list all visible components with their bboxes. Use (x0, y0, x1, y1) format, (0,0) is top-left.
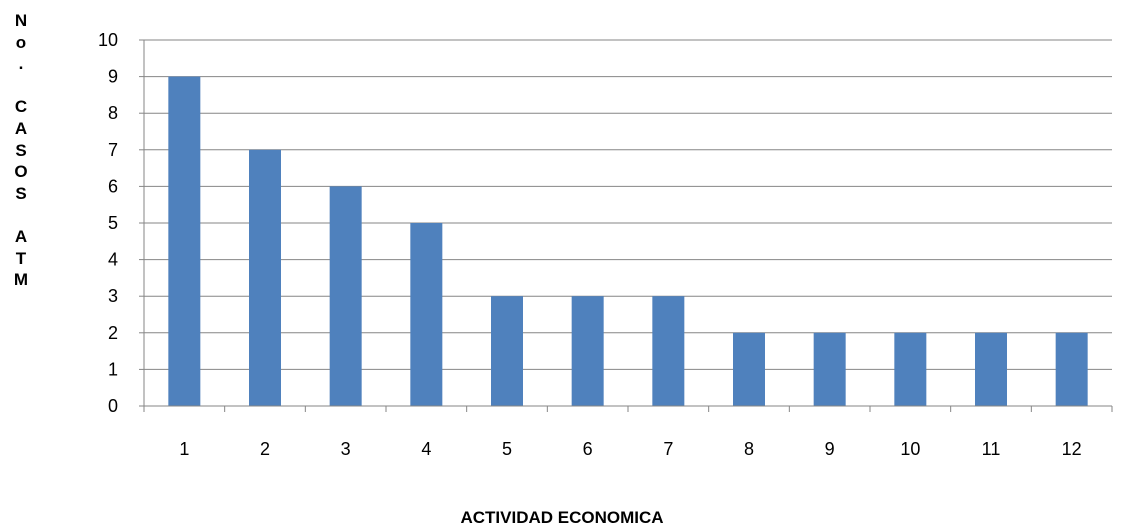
gridlines (144, 39, 1112, 370)
y-tick-labels: 0 1 2 3 4 5 6 7 8 9 10 (98, 30, 118, 416)
x-tick-label-6: 6 (583, 439, 593, 459)
x-tick-label-8: 8 (744, 439, 754, 459)
x-tick-label-5: 5 (502, 439, 512, 459)
y-axis-label-char: M (13, 270, 29, 290)
y-tick-label-8: 8 (108, 103, 118, 123)
x-tick-label-1: 1 (179, 439, 189, 459)
y-axis-label-char: . (18, 54, 24, 74)
bar-11 (975, 332, 1007, 406)
y-tick-label-1: 1 (108, 359, 118, 379)
bar-4 (410, 223, 443, 406)
x-axis-label: ACTIVIDAD ECONOMICA (460, 508, 664, 527)
y-axis-label-char: A (14, 226, 28, 246)
x-tick-label-4: 4 (421, 439, 431, 459)
x-tick-label-7: 7 (663, 439, 673, 459)
bar-6 (571, 296, 604, 406)
y-axis-label-char: S (15, 183, 27, 203)
y-axis-label-char: N (14, 11, 28, 30)
bar-2 (249, 149, 281, 407)
y-tick-label-9: 9 (108, 67, 118, 87)
bar-8 (733, 332, 765, 406)
y-tick-label-3: 3 (108, 286, 118, 306)
y-axis-label-char: A (14, 118, 28, 138)
bar-10 (894, 332, 927, 406)
x-tick-label-9: 9 (825, 439, 835, 459)
x-tick-label-12: 12 (1062, 439, 1082, 459)
y-tick-label-7: 7 (108, 140, 118, 160)
bar-3 (329, 186, 362, 406)
y-axis-label-char (6, 204, 36, 226)
y-axis-label-char (6, 75, 36, 97)
x-tick-labels: 1 2 3 4 5 6 7 8 9 10 11 12 (179, 439, 1081, 459)
y-axis-label-char: C (14, 97, 28, 117)
y-axis-label-char: T (15, 248, 27, 268)
y-tick-label-6: 6 (108, 176, 118, 196)
bar-9 (813, 332, 846, 406)
x-tick-label-11: 11 (982, 439, 1001, 459)
y-axis-label-char: S (15, 140, 27, 160)
bar-12 (1055, 332, 1088, 406)
bars (168, 76, 1088, 407)
y-tick-label-10: 10 (98, 30, 118, 50)
x-tick-label-3: 3 (341, 439, 351, 459)
bar-1 (168, 76, 201, 406)
x-tick-label-10: 10 (900, 439, 920, 459)
y-tick-label-4: 4 (108, 250, 118, 270)
y-axis-label-char: O (14, 162, 28, 182)
y-tick-label-0: 0 (108, 396, 118, 416)
axes (139, 39, 1113, 412)
bar-7 (652, 296, 685, 406)
x-tick-label-2: 2 (260, 439, 270, 459)
y-tick-label-5: 5 (108, 213, 118, 233)
y-tick-label-2: 2 (108, 323, 118, 343)
bar-5 (491, 296, 523, 406)
y-axis-label-char: o (15, 32, 27, 52)
